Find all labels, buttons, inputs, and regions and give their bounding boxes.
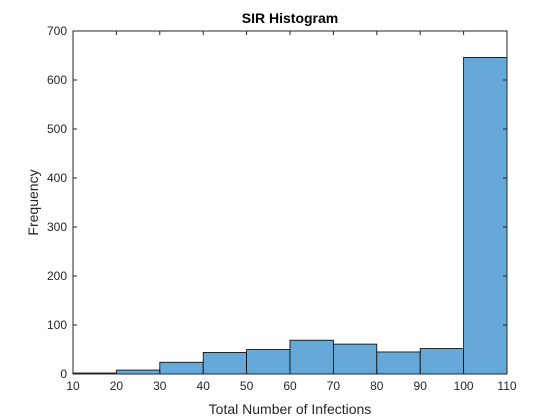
y-tick-label: 700 bbox=[47, 24, 67, 38]
x-tick-label: 110 bbox=[497, 379, 516, 393]
x-tick-label: 90 bbox=[414, 379, 428, 393]
histogram-bar bbox=[463, 57, 508, 375]
y-axis-label: Frequency bbox=[25, 169, 41, 235]
histogram-bar bbox=[246, 349, 291, 375]
histogram-bar bbox=[116, 369, 161, 375]
x-tick-label: 20 bbox=[110, 379, 124, 393]
y-tick-label: 400 bbox=[47, 171, 67, 185]
x-tick-label: 80 bbox=[370, 379, 384, 393]
x-tick-label: 10 bbox=[66, 379, 80, 393]
histogram-bar bbox=[289, 339, 334, 375]
histogram-bar bbox=[332, 343, 378, 375]
x-tick-label: 60 bbox=[283, 379, 297, 393]
y-tick-label: 200 bbox=[47, 269, 67, 283]
y-tick-label: 100 bbox=[47, 318, 67, 332]
x-tick-label: 30 bbox=[153, 379, 167, 393]
histogram-bar bbox=[159, 361, 204, 375]
x-tick-label: 70 bbox=[327, 379, 341, 393]
y-tick-label: 0 bbox=[60, 367, 67, 381]
x-axis-label: Total Number of Infections bbox=[209, 401, 372, 417]
y-tick-label: 600 bbox=[47, 73, 67, 87]
chart-title: SIR Histogram bbox=[242, 10, 338, 26]
histogram-bar bbox=[376, 351, 421, 375]
histogram-bar bbox=[202, 352, 247, 375]
y-tick-label: 500 bbox=[47, 122, 67, 136]
ticks-group: 10 20 30 40 50 60 70 80 90 100 110 0 100 200 300 400 500… bbox=[47, 24, 517, 393]
plot-area bbox=[73, 31, 507, 374]
y-tick-label: 300 bbox=[47, 220, 67, 234]
bars-group bbox=[72, 57, 508, 375]
histogram-bar bbox=[419, 348, 465, 375]
x-tick-label: 40 bbox=[197, 379, 211, 393]
x-tick-label: 100 bbox=[454, 379, 474, 393]
x-tick-label: 50 bbox=[240, 379, 254, 393]
